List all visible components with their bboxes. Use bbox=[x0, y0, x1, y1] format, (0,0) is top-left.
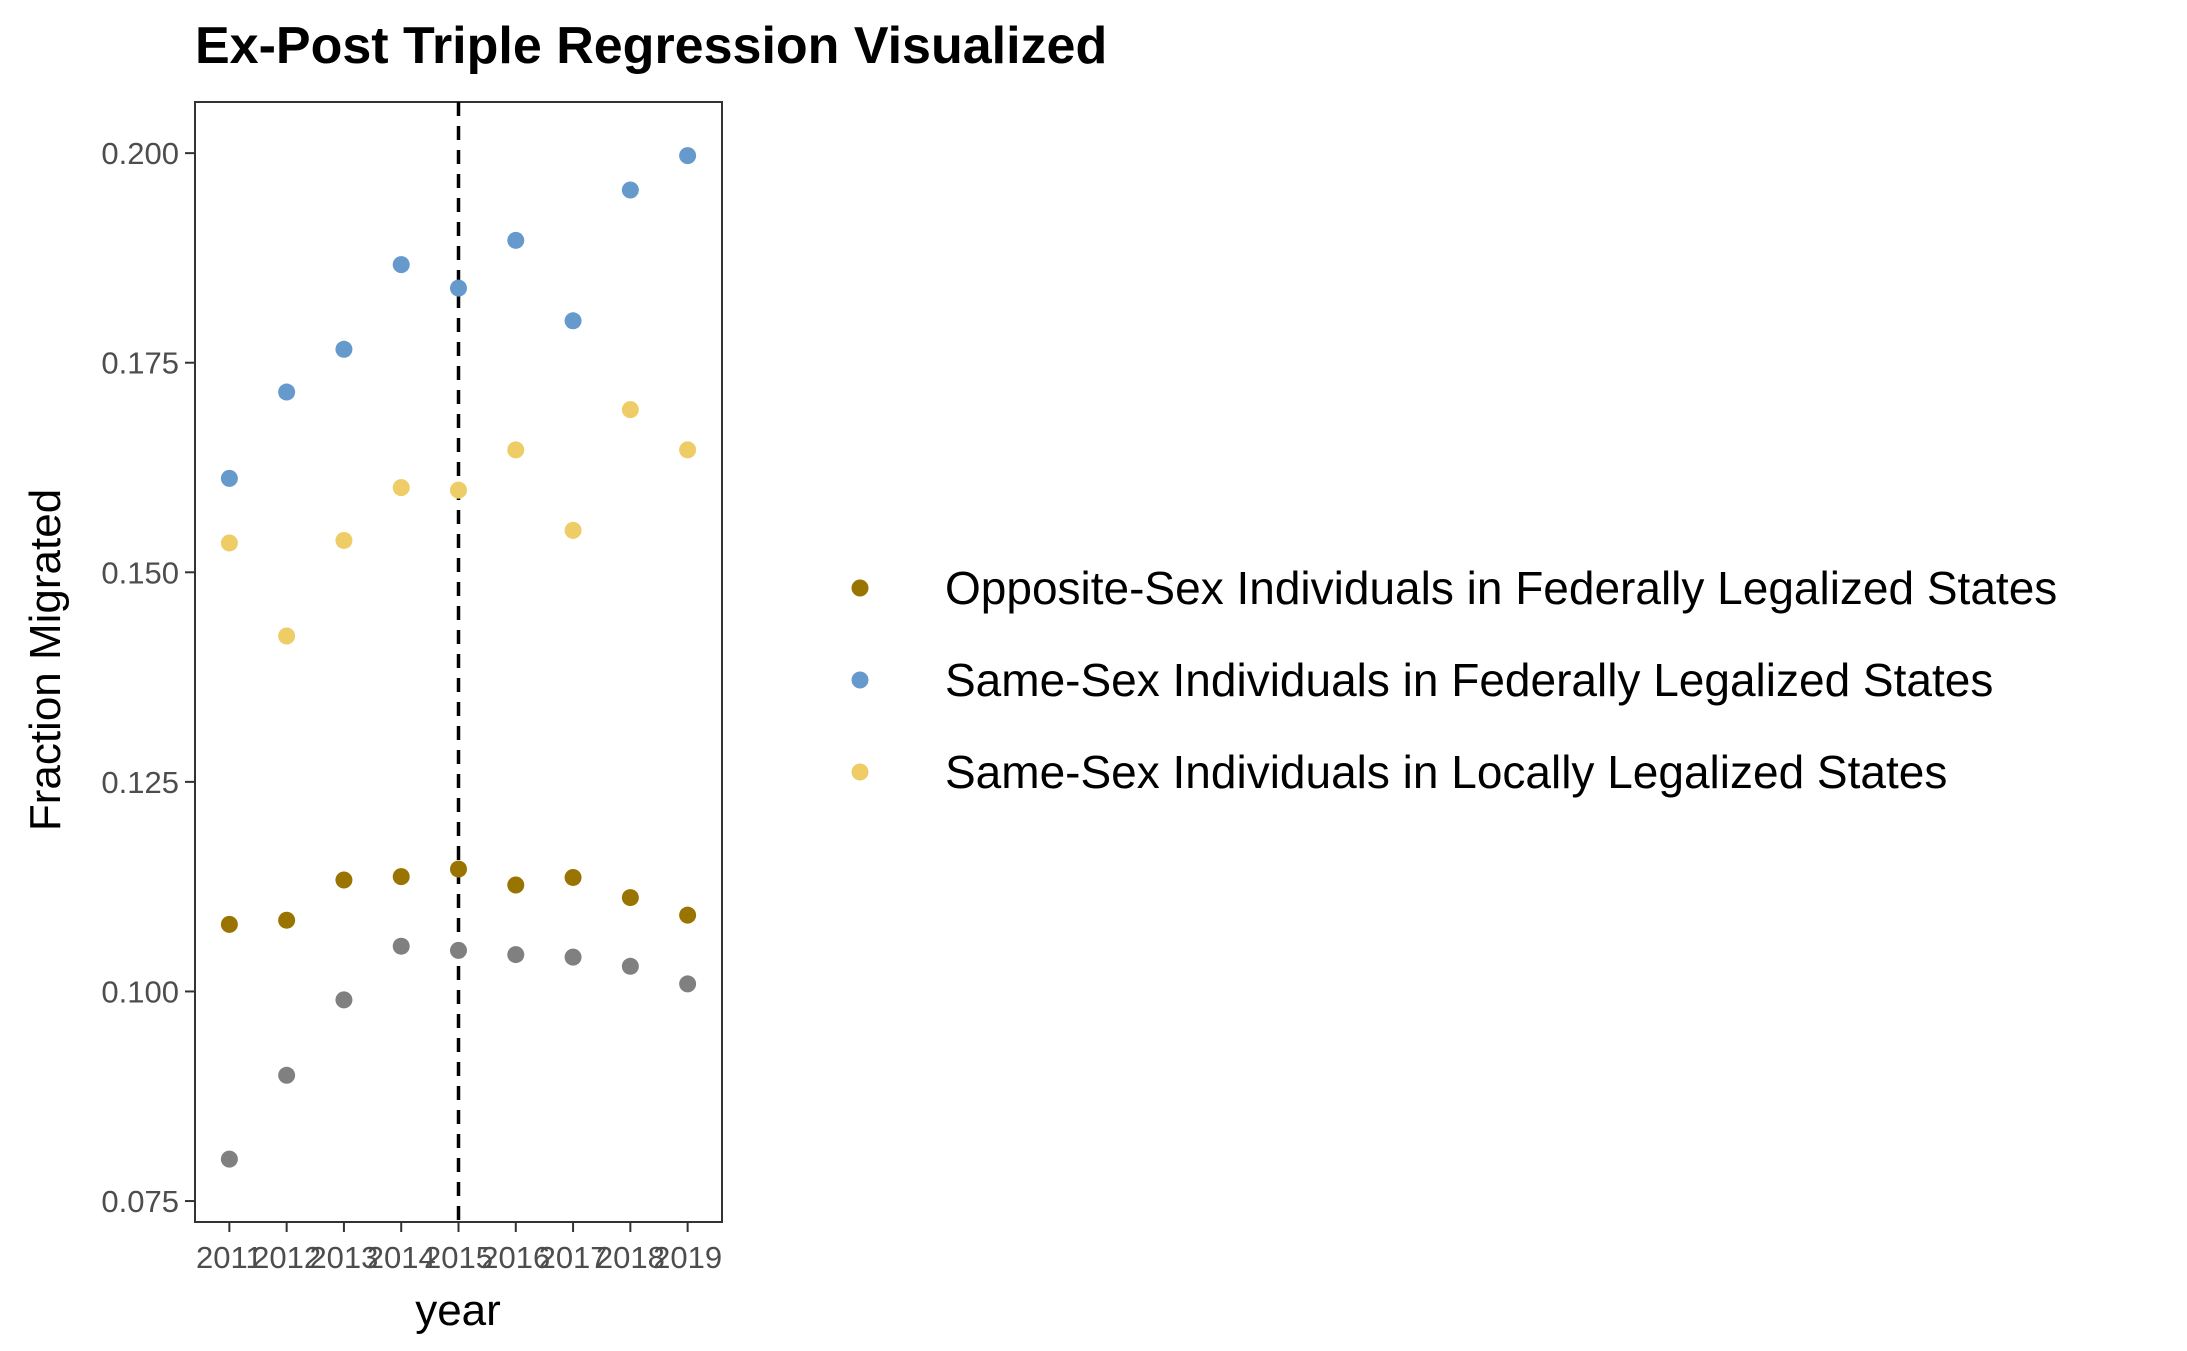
data-point bbox=[564, 868, 582, 886]
data-point bbox=[621, 401, 639, 419]
x-tick-label: 2014 bbox=[367, 1240, 436, 1275]
plot-area: 0.0750.1000.1250.1500.1750.2002011201220… bbox=[101, 101, 723, 1275]
data-point bbox=[335, 871, 353, 889]
x-axis-title: year bbox=[415, 1286, 501, 1335]
data-point bbox=[220, 534, 238, 552]
data-point bbox=[278, 1066, 296, 1084]
x-tick-label: 2017 bbox=[539, 1240, 608, 1275]
data-point bbox=[507, 946, 525, 964]
x-tick-label: 2015 bbox=[424, 1240, 493, 1275]
x-tick-label: 2011 bbox=[196, 1240, 263, 1275]
data-point bbox=[392, 868, 410, 886]
data-point bbox=[507, 231, 525, 249]
data-point bbox=[278, 911, 296, 929]
data-point bbox=[564, 948, 582, 966]
legend-label: Same-Sex Individuals in Locally Legalize… bbox=[945, 746, 1947, 798]
data-point bbox=[450, 481, 467, 499]
legend-key bbox=[851, 579, 869, 597]
data-point bbox=[392, 256, 410, 274]
data-point bbox=[220, 1150, 238, 1168]
legend-label: Opposite-Sex Individuals in Federally Le… bbox=[945, 562, 2057, 614]
x-tick-label: 2012 bbox=[252, 1240, 321, 1275]
y-tick-label: 0.100 bbox=[101, 974, 179, 1009]
data-point bbox=[278, 627, 296, 645]
data-point bbox=[392, 937, 410, 955]
y-tick-label: 0.150 bbox=[101, 555, 179, 590]
data-point bbox=[679, 975, 697, 993]
data-point bbox=[335, 991, 353, 1009]
data-point bbox=[450, 279, 467, 297]
data-point bbox=[220, 469, 238, 487]
data-point bbox=[507, 441, 525, 459]
data-point bbox=[564, 312, 582, 330]
y-axis-title: Fraction Migrated bbox=[21, 489, 70, 831]
legend-key bbox=[851, 763, 869, 781]
x-tick-label: 2019 bbox=[653, 1240, 722, 1275]
data-point bbox=[220, 915, 238, 933]
data-point bbox=[278, 383, 296, 401]
legend-key bbox=[851, 671, 869, 689]
x-tick-label: 2016 bbox=[481, 1240, 550, 1275]
data-point bbox=[621, 181, 639, 199]
data-point bbox=[679, 441, 697, 459]
data-point bbox=[450, 860, 467, 878]
data-point bbox=[392, 479, 410, 497]
data-point bbox=[679, 147, 697, 165]
y-tick-label: 0.175 bbox=[101, 346, 179, 381]
data-point bbox=[564, 521, 582, 539]
data-point bbox=[450, 941, 467, 959]
legend-label: Same-Sex Individuals in Federally Legali… bbox=[945, 654, 1993, 706]
data-point bbox=[335, 340, 353, 358]
chart-title: Ex-Post Triple Regression Visualized bbox=[195, 17, 1107, 75]
data-point bbox=[335, 531, 353, 549]
x-tick-label: 2018 bbox=[596, 1240, 665, 1275]
data-point bbox=[621, 957, 639, 975]
y-tick-label: 0.075 bbox=[101, 1184, 179, 1219]
y-tick-label: 0.200 bbox=[101, 136, 179, 171]
x-tick-label: 2013 bbox=[309, 1240, 378, 1275]
data-point bbox=[621, 889, 639, 907]
data-point bbox=[507, 876, 525, 894]
legend: Opposite-Sex Individuals in Federally Le… bbox=[851, 562, 2057, 798]
y-tick-label: 0.125 bbox=[101, 765, 179, 800]
data-point bbox=[679, 906, 697, 924]
